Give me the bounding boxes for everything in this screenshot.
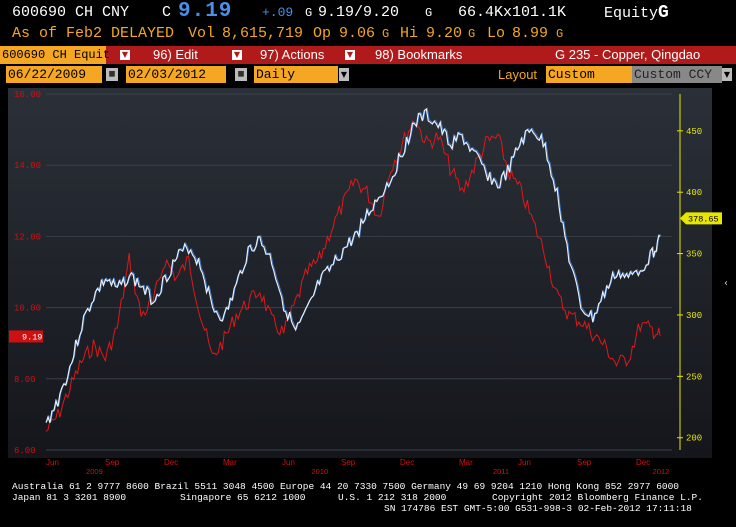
comparison-security: G 235 - Copper, Qingdao	[555, 47, 701, 62]
last-price: 9.19	[178, 0, 233, 23]
right-tick-label: 300	[686, 311, 702, 321]
chevron-down-icon[interactable]: ▼	[339, 68, 349, 81]
security-header: 600690 CH CNY C 9.19 +.09 G 9.19/9.20 G …	[0, 0, 736, 44]
last-value-markers: 9.19 378.65	[9, 212, 722, 343]
footer-copyright: Copyright 2012 Bloomberg Finance L.P.	[492, 492, 703, 503]
x-year-label: 2011	[493, 467, 509, 476]
volume: 8,615,719	[222, 25, 304, 42]
chevron-down-icon[interactable]: ▼	[120, 50, 130, 60]
footer: Australia 61 2 9777 8600 Brazil 5511 304…	[0, 480, 736, 527]
right-axis: 200 250 300 350 400 450	[677, 94, 702, 450]
left-tick-label: 14.00	[14, 161, 41, 171]
right-last-value-label: 378.65	[688, 214, 719, 224]
calendar-icon[interactable]: ▦	[106, 68, 118, 81]
right-tick-label: 450	[686, 127, 702, 137]
quote-line: 600690 CH CNY C 9.19 +.09 G 9.19/9.20 G …	[0, 0, 736, 24]
left-tick-label: 10.00	[14, 304, 41, 314]
copper-price-line	[45, 119, 661, 432]
end-date-input[interactable]: 02/03/2012	[126, 66, 226, 83]
equity-label: Equity	[604, 5, 659, 22]
as-of: As of Feb2 DELAYED	[12, 25, 175, 42]
bid-ask: 9.19/9.20	[318, 4, 400, 21]
session-line: As of Feb2 DELAYED Vol 8,615,719 Op 9.06…	[0, 24, 736, 44]
low: 8.99	[512, 25, 549, 42]
bookmarks-menu[interactable]: 98) Bookmarks	[375, 47, 463, 62]
x-tick-label: Sep	[341, 458, 356, 467]
market-sector: EquityG	[604, 3, 669, 24]
currency-select[interactable]: Custom CCY	[632, 66, 722, 83]
x-tick-label: Dec	[164, 458, 178, 467]
source-flag: G	[556, 27, 564, 41]
left-axis: 6.00 8.00 10.00 12.00 14.00 16.00	[14, 90, 41, 456]
x-tick-label: Jun	[282, 458, 295, 467]
x-tick-label: Dec	[400, 458, 414, 467]
left-tick-label: 12.00	[14, 232, 41, 242]
footer-phone-us: U.S. 1 212 318 2000	[338, 492, 447, 503]
scroll-arrow-icon[interactable]: ‹	[724, 278, 728, 289]
go-key[interactable]: G	[658, 3, 669, 23]
source-flag: G	[305, 6, 313, 20]
footer-phones: Australia 61 2 9777 8600 Brazil 5511 304…	[12, 481, 680, 492]
equity-price-highlight	[46, 107, 662, 422]
x-tick-label: Mar	[223, 458, 237, 467]
security-field[interactable]: 600690 CH Equit	[0, 46, 111, 64]
x-year-label: 2010	[311, 467, 328, 476]
x-tick-label: Sep	[577, 458, 592, 467]
chevron-down-icon[interactable]: ▼	[722, 68, 732, 81]
footer-session: SN 174786 EST GMT-5:00 G531-998-3 02-Feb…	[384, 503, 692, 514]
chart-toolbar: 600690 CH Equit ▼ 96) Edit ▼ 97) Actions…	[0, 46, 736, 64]
x-tick-label: Dec	[636, 458, 650, 467]
footer-phone-japan: Japan 81 3 3201 8900	[12, 492, 127, 503]
ticker: 600690 CH CNY	[12, 4, 130, 21]
edit-menu[interactable]: 96) Edit	[153, 47, 198, 62]
right-tick-label: 400	[686, 188, 702, 198]
net-change: +.09	[262, 5, 294, 20]
plot-background	[8, 88, 712, 458]
footer-phone-singapore: Singapore 65 6212 1000	[180, 492, 306, 503]
left-tick-label: 6.00	[14, 446, 36, 456]
x-axis: Jun Sep Dec Mar Jun Sep Dec Mar Jun Sep Dec 2009 201…	[46, 458, 669, 476]
right-last-value-badge	[680, 212, 722, 225]
high: 9.20	[426, 25, 463, 42]
x-tick-label: Jun	[46, 458, 59, 467]
actions-menu[interactable]: 97) Actions	[260, 47, 325, 62]
start-date-input[interactable]: 06/22/2009	[6, 66, 102, 83]
left-tick-label: 8.00	[14, 375, 36, 385]
chevron-down-icon[interactable]: ▼	[345, 50, 355, 60]
date-range-bar: 06/22/2009 ▦ 02/03/2012 ▦ Daily ▼ Layout…	[0, 66, 736, 83]
x-year-label: 2009	[86, 467, 103, 476]
calendar-icon[interactable]: ▦	[235, 68, 247, 81]
left-last-value-badge	[9, 330, 43, 343]
chevron-down-icon[interactable]: ▼	[232, 50, 242, 60]
open-label: Op	[313, 25, 332, 42]
layout-select[interactable]: Custom	[546, 66, 632, 83]
source-flag: G	[382, 27, 390, 41]
currency-flag: C	[162, 4, 172, 21]
right-tick-label: 200	[686, 434, 702, 444]
layout-label: Layout	[498, 67, 538, 82]
source-flag: G	[425, 6, 433, 20]
price-chart[interactable]: 6.00 8.00 10.00 12.00 14.00 16.00 200 250 300 35…	[0, 86, 736, 478]
low-label: Lo	[487, 25, 506, 42]
bid-ask-size: 66.4Kx101.1K	[458, 4, 567, 21]
high-label: Hi	[400, 25, 419, 42]
x-tick-label: Jun	[518, 458, 531, 467]
volume-label: Vol	[188, 25, 216, 42]
right-tick-label: 350	[686, 250, 702, 260]
x-year-label: 2012	[653, 467, 670, 476]
right-tick-label: 250	[686, 372, 702, 382]
gridlines	[46, 93, 672, 451]
period-select[interactable]: Daily	[254, 66, 338, 83]
x-tick-label: Mar	[459, 458, 473, 467]
left-tick-label: 16.00	[14, 90, 41, 100]
equity-price-line	[45, 108, 661, 423]
left-last-value-label: 9.19	[22, 332, 42, 342]
source-flag: G	[468, 27, 476, 41]
x-tick-label: Sep	[105, 458, 120, 467]
open: 9.06	[339, 25, 376, 42]
